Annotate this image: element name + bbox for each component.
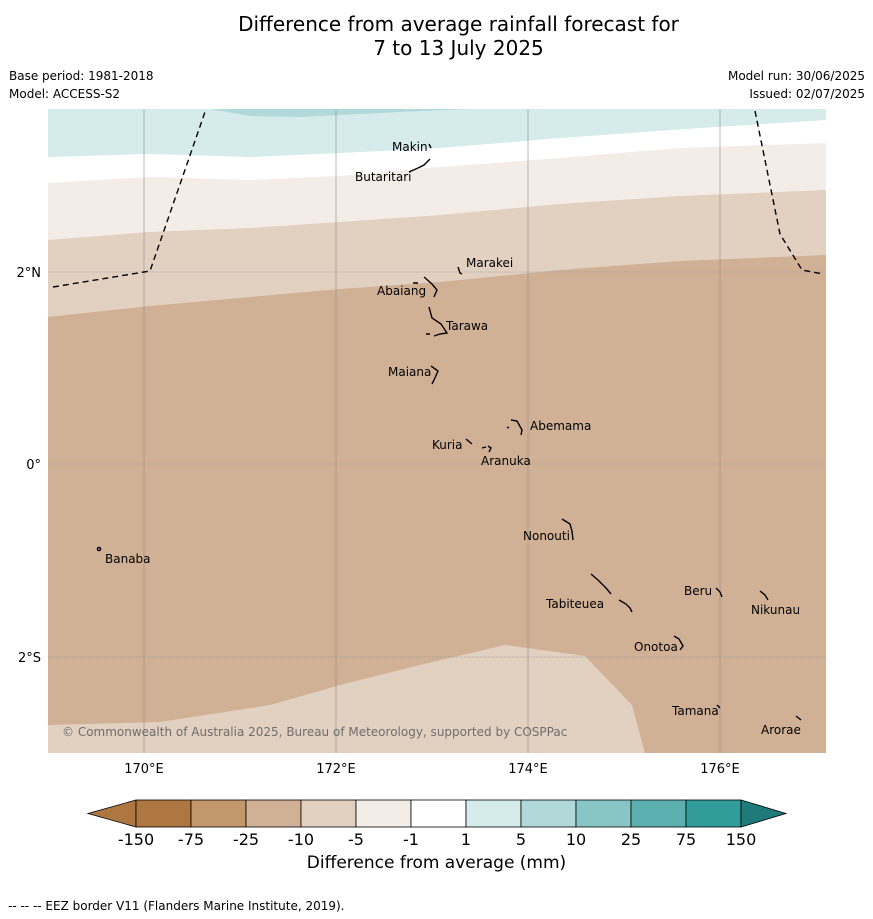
colorbar-tick-label: -150	[118, 830, 154, 849]
meta-left: Base period: 1981-2018 Model: ACCESS-S2	[9, 67, 154, 103]
band-minus10-to-minus25	[48, 255, 826, 753]
colorbar-tick-label: 10	[566, 830, 586, 849]
issued-date: Issued: 02/07/2025	[749, 87, 865, 101]
label-arorae: Arorae	[761, 723, 801, 737]
eez-border-east	[754, 110, 824, 275]
contour-layer	[48, 109, 826, 753]
colorbar-tick-label: -75	[178, 830, 204, 849]
legend-title: Difference from average (mm)	[306, 853, 567, 873]
island-aranuka	[481, 445, 492, 453]
lon-tick-174e: 174°E	[508, 762, 548, 777]
label-abemama: Abemama	[530, 419, 591, 433]
graticule	[48, 109, 826, 753]
axis-labels: 170°E 172°E 174°E 176°E 2°N 0° 2°S	[17, 266, 740, 777]
colorbar-arrow-high	[740, 799, 788, 828]
label-abaiang: Abaiang	[377, 284, 426, 298]
lat-tick-0: 0°	[26, 458, 41, 473]
colorbar-tick-label: 150	[726, 830, 757, 849]
label-marakei: Marakei	[466, 256, 513, 270]
title-line-1: Difference from average rainfall forecas…	[238, 12, 679, 36]
colorbar-swatch	[300, 799, 357, 828]
island-butaritari	[408, 158, 431, 173]
colorbar-tick-label: 5	[516, 830, 526, 849]
colorbar-swatch	[465, 799, 522, 828]
label-onotoa: Onotoa	[634, 640, 678, 654]
colorbar-tick-label: -1	[403, 830, 419, 849]
island-marakei	[457, 266, 463, 275]
island-tarawa	[426, 306, 449, 337]
colorbar-swatch	[575, 799, 632, 828]
island-maiana	[430, 365, 439, 385]
eez-border-west	[52, 108, 207, 288]
colorbar-tick-label: 75	[676, 830, 696, 849]
colorbar-swatch	[135, 799, 192, 828]
label-tamana: Tamana	[671, 704, 719, 718]
colorbar-swatch	[520, 799, 577, 828]
island-arorae	[795, 715, 802, 721]
band-5-to-10	[210, 109, 470, 117]
colorbar-tick-label: 1	[461, 830, 471, 849]
colorbar-swatch	[410, 799, 467, 828]
label-tabiteuea: Tabiteuea	[545, 597, 604, 611]
lon-tick-176e: 176°E	[700, 762, 740, 777]
island-nikunau	[759, 590, 769, 601]
lon-tick-170e: 170°E	[124, 762, 164, 777]
label-makin: Makin	[392, 140, 428, 154]
island-beru	[715, 587, 723, 598]
eez-footnote: -- -- -- EEZ border V11 (Flanders Marine…	[8, 899, 345, 913]
model-name: Model: ACCESS-S2	[9, 87, 121, 101]
label-nikunau: Nikunau	[751, 603, 800, 617]
colorbar-tick-label: -5	[348, 830, 364, 849]
label-banaba: Banaba	[105, 552, 151, 566]
lon-tick-172e: 172°E	[316, 762, 356, 777]
colorbar-swatch	[685, 799, 742, 828]
label-nonouti: Nonouti	[523, 529, 570, 543]
place-labels: Makin Butaritari Marakei Abaiang Tarawa …	[105, 140, 801, 737]
colorbar-tick-label: -10	[288, 830, 314, 849]
islands	[96, 143, 802, 721]
base-period: Base period: 1981-2018	[9, 69, 154, 83]
meta-right: Model run: 30/06/2025 Issued: 02/07/2025	[728, 67, 865, 103]
band-1-to-5	[48, 109, 826, 157]
island-makin	[428, 143, 432, 149]
colorbar-arrow-low	[86, 799, 137, 828]
copyright-notice: © Commonwealth of Australia 2025, Bureau…	[62, 725, 567, 739]
label-kuria: Kuria	[432, 438, 463, 452]
island-tabiteuea	[590, 573, 633, 613]
island-abaiang	[413, 276, 438, 298]
island-abemama	[506, 419, 523, 436]
label-beru: Beru	[684, 584, 712, 598]
label-tarawa: Tarawa	[445, 319, 488, 333]
island-kuria	[465, 438, 473, 445]
label-aranuka: Aranuka	[481, 454, 531, 468]
colorbar-swatch	[630, 799, 687, 828]
label-maiana: Maiana	[388, 365, 431, 379]
model-run: Model run: 30/06/2025	[727, 69, 865, 83]
island-onotoa	[673, 635, 684, 651]
colorbar-tick-label: 25	[621, 830, 641, 849]
map-title: Difference from average rainfall forecas…	[0, 12, 873, 60]
title-line-2: 7 to 13 July 2025	[373, 36, 544, 60]
colorbar-tick-label: -25	[233, 830, 259, 849]
eez-border	[52, 108, 824, 288]
lat-tick-2n: 2°N	[17, 266, 42, 281]
island-tamana	[716, 704, 721, 709]
colorbar-swatch	[190, 799, 247, 828]
island-nonouti	[561, 518, 574, 541]
label-butaritari: Butaritari	[355, 170, 412, 184]
lat-tick-2s: 2°S	[18, 651, 41, 666]
colorbar: -150 -75 -25 -10 -5 -1 1 5 10 25 75 150	[86, 799, 788, 849]
colorbar-swatch	[245, 799, 302, 828]
island-banaba	[96, 546, 102, 552]
colorbar-swatch	[355, 799, 412, 828]
